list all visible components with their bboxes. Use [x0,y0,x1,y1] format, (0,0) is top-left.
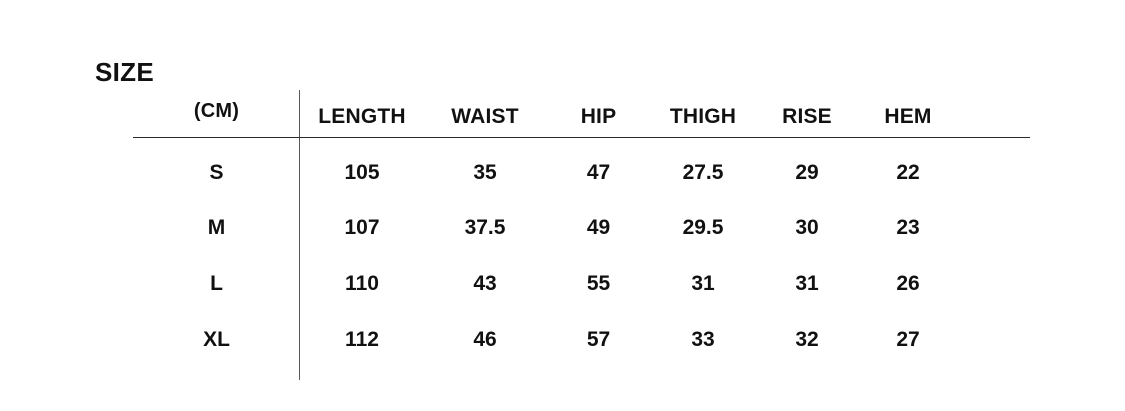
column-header-rise: RISE [782,104,832,128]
column-header-thigh: THIGH [669,104,737,128]
cell-m-hem: 23 [896,215,920,239]
cell-s-length: 105 [344,160,380,184]
row-label-m: M [207,215,226,239]
cell-m-length: 107 [344,215,380,239]
column-header-hem: HEM [884,104,932,128]
unit-label: (CM) [193,100,240,122]
cell-xl-hem: 27 [896,328,920,351]
cell-l-length: 110 [345,271,379,295]
column-header-waist: WAIST [451,104,519,128]
cell-xl-waist: 46 [473,328,497,351]
cell-s-thigh: 27.5 [682,160,724,184]
cell-l-thigh: 31 [691,271,715,295]
cell-s-rise: 29 [795,160,819,184]
table-header-rule [133,137,1030,138]
cell-l-hip: 55 [586,271,611,295]
cell-l-hem: 26 [896,271,920,295]
cell-m-rise: 30 [795,215,819,239]
row-label-xl: XL [203,328,230,351]
column-header-hip: HIP [580,104,617,128]
cell-xl-rise: 32 [795,328,819,351]
row-label-l: L [210,271,223,295]
cell-m-thigh: 29.5 [682,215,724,239]
cell-xl-hip: 57 [586,328,611,351]
table-vertical-divider [299,90,300,380]
cell-xl-thigh: 33 [691,328,715,351]
cell-m-waist: 37.5 [464,215,506,239]
cell-s-waist: 35 [473,160,497,184]
cell-s-hip: 47 [586,160,611,184]
column-header-length: LENGTH [318,104,406,128]
row-label-s: S [209,160,224,184]
cell-s-hem: 22 [896,160,920,184]
page-title: SIZE [95,57,154,87]
cell-l-rise: 31 [795,271,819,295]
cell-l-waist: 43 [473,271,497,295]
cell-m-hip: 49 [586,215,611,239]
size-table: (CM) LENGTH WAIST HIP THIGH RISE HEM S 1… [133,88,957,368]
cell-xl-length: 112 [345,328,379,351]
